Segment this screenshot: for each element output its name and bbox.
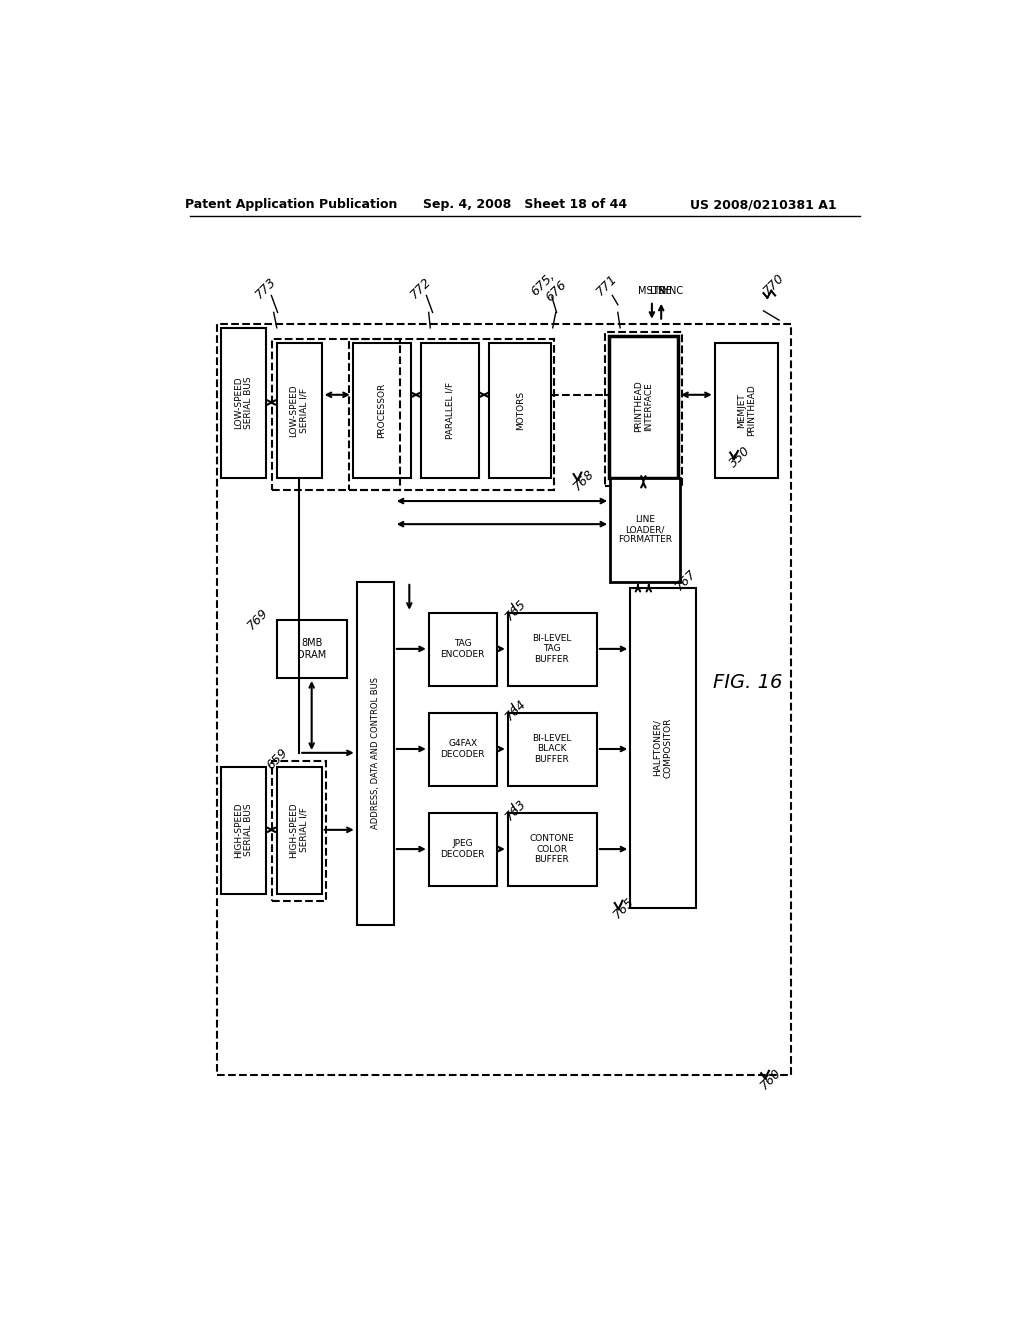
Text: 675,: 675, [529,269,558,298]
Text: LINE: LINE [650,286,672,296]
Bar [276,767,322,894]
Text: G4FAX
DECODER: G4FAX DECODER [440,739,485,759]
Text: LINE
LOADER/
FORMATTER: LINE LOADER/ FORMATTER [617,515,672,544]
Bar [630,589,696,908]
Text: LOW-SPEED
SERIAL BUS: LOW-SPEED SERIAL BUS [233,376,253,429]
Bar [489,343,551,478]
Text: CONTONE
COLOR
BUFFER: CONTONE COLOR BUFFER [529,834,574,865]
Text: Sep. 4, 2008   Sheet 18 of 44: Sep. 4, 2008 Sheet 18 of 44 [423,198,627,211]
Bar [221,327,266,478]
Text: 769: 769 [245,606,271,632]
Text: JPEG
DECODER: JPEG DECODER [440,840,485,859]
Bar [276,343,322,478]
Text: 773: 773 [253,275,279,301]
Bar [508,813,597,886]
Text: MEMJET
PRINTHEAD: MEMJET PRINTHEAD [736,384,756,436]
Bar [429,612,497,686]
Text: 764: 764 [503,697,528,723]
Bar [421,343,479,478]
Bar [276,620,346,678]
Text: HIGH-SPEED
SERIAL I/F: HIGH-SPEED SERIAL I/F [290,803,309,858]
Text: SYNC: SYNC [657,286,684,296]
Text: LOW-SPEED
SERIAL I/F: LOW-SPEED SERIAL I/F [290,384,309,437]
Bar [429,713,497,785]
Text: 770: 770 [761,271,786,297]
Bar [610,478,680,582]
Text: 771: 771 [594,272,620,298]
Text: 772: 772 [408,275,434,301]
Bar [608,335,678,478]
Text: FIG. 16: FIG. 16 [714,672,782,692]
Text: 765: 765 [503,597,528,623]
Text: BI-LEVEL
BLACK
BUFFER: BI-LEVEL BLACK BUFFER [532,734,571,764]
Bar [715,343,778,478]
Text: 767: 767 [673,568,699,594]
Text: 8MB
DRAM: 8MB DRAM [297,638,327,660]
Bar [356,582,394,924]
Bar [272,760,327,900]
Text: 763: 763 [503,797,528,822]
Text: 676: 676 [543,277,569,304]
Bar [429,813,497,886]
Text: 760: 760 [758,1065,784,1092]
Text: 768: 768 [570,467,597,494]
Text: HALFTONER/
COMPOSITOR: HALFTONER/ COMPOSITOR [653,717,673,777]
Text: PROCESSOR: PROCESSOR [377,383,386,438]
Text: 350: 350 [727,444,754,470]
Text: PRINTHEAD
INTERFACE: PRINTHEAD INTERFACE [634,380,653,432]
Text: 659: 659 [264,746,290,772]
Bar [217,323,791,1074]
Text: ADDRESS, DATA AND CONTROL BUS: ADDRESS, DATA AND CONTROL BUS [371,677,380,829]
Text: US 2008/0210381 A1: US 2008/0210381 A1 [690,198,837,211]
Bar [221,767,266,894]
Bar [508,612,597,686]
Text: PARALLEL I/F: PARALLEL I/F [445,381,454,438]
Text: BI-LEVEL
TAG
BUFFER: BI-LEVEL TAG BUFFER [532,634,571,664]
Bar [272,339,400,490]
Text: TAG
ENCODER: TAG ENCODER [440,639,485,659]
Text: 765: 765 [611,895,637,921]
Text: Patent Application Publication: Patent Application Publication [184,198,397,211]
Text: MOTORS: MOTORS [516,391,524,430]
Bar [604,331,682,486]
Text: HIGH-SPEED
SERIAL BUS: HIGH-SPEED SERIAL BUS [233,803,253,858]
Bar [349,339,554,490]
Bar [508,713,597,785]
Bar [352,343,411,478]
Text: MSTR: MSTR [638,286,666,296]
